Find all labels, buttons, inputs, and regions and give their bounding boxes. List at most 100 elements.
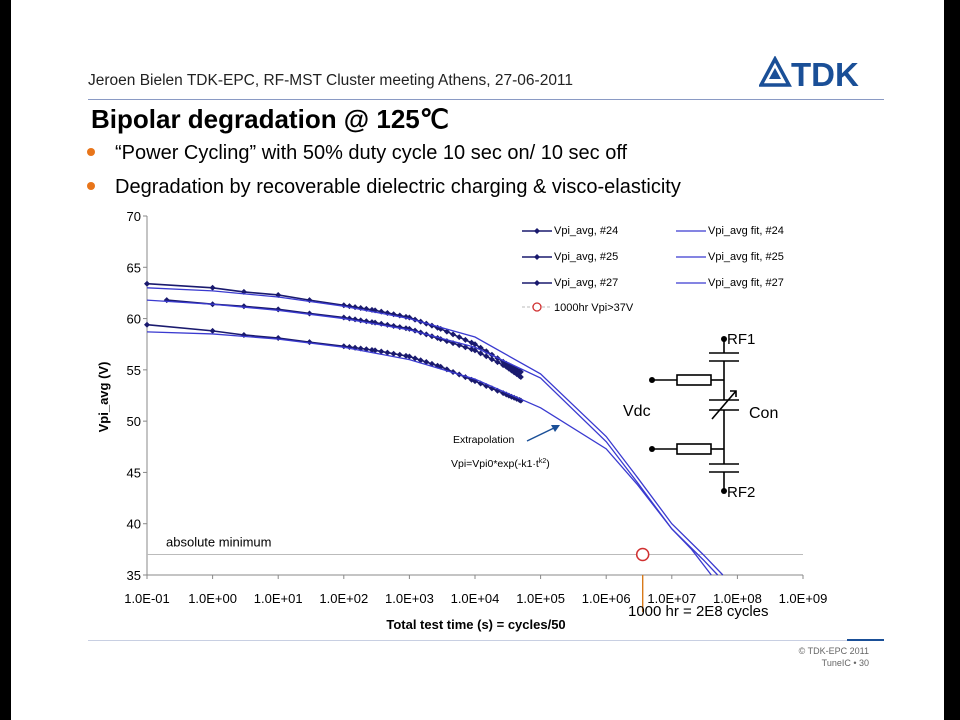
data-point	[472, 341, 478, 348]
data-point	[417, 357, 424, 364]
chart-legend: Vpi_avg, #24 Vpi_avg fit, #24 Vpi_avg, #25…	[522, 225, 784, 314]
fit-line-3	[146, 287, 724, 576]
fit-line-5	[146, 331, 712, 576]
circuit-rf1-label: RF1	[727, 331, 755, 348]
x-tick-label: 1.0E+01	[254, 591, 303, 606]
legend-marker	[534, 228, 540, 234]
extrapolation-formula: Vpi=Vpi0*exp(-k1·tk2)	[451, 458, 550, 470]
data-point	[472, 347, 478, 354]
circuit-con-label: Con	[749, 405, 778, 422]
data-point	[240, 303, 247, 310]
series-layer	[144, 280, 724, 612]
data-point	[144, 280, 150, 287]
circuit-rf2-label: RF2	[727, 484, 755, 501]
legend-label: Vpi_avg fit, #27	[708, 277, 784, 289]
x-axis: 1.0E-01 1.0E+00 1.0E+01 1.0E+02 1.0E+03 1.0E+…	[124, 575, 827, 606]
header-rule	[88, 99, 884, 100]
target-point	[635, 547, 650, 562]
data-point	[275, 335, 282, 342]
data-point	[378, 348, 385, 355]
legend-marker	[534, 280, 540, 286]
legend-label: Vpi_avg, #24	[554, 225, 618, 237]
y-tick-label: 45	[127, 465, 141, 480]
x-tick-label: 1.0E+03	[385, 591, 434, 606]
tdk-logo: TDK	[758, 55, 887, 97]
y-tick-label: 70	[127, 209, 141, 224]
data-point	[372, 347, 379, 354]
x-axis-label: Total test time (s) = cycles/50	[386, 617, 565, 632]
data-point	[144, 321, 150, 328]
data-point	[483, 353, 490, 360]
data-point	[390, 350, 397, 357]
data-point	[456, 334, 463, 341]
data-point	[412, 355, 419, 362]
data-point	[511, 394, 518, 401]
footer-rule-accent	[847, 639, 884, 641]
extrapolation-label: Extrapolation	[453, 434, 514, 446]
x-tick-label: 1.0E-01	[124, 591, 170, 606]
data-point	[396, 351, 403, 358]
data-point	[488, 356, 495, 363]
data-line-0	[146, 282, 522, 373]
x-tick-label: 1.0E+08	[713, 591, 762, 606]
legend-label: 1000hr Vpi>37V	[554, 302, 634, 314]
footer-copyright: © TDK-EPC 2011	[798, 646, 869, 656]
logo-text: TDK	[791, 56, 859, 92]
data-point	[275, 306, 282, 313]
data-point	[406, 353, 413, 360]
data-point	[384, 349, 391, 356]
data-point	[346, 315, 353, 322]
y-tick-label: 60	[127, 312, 141, 327]
annotations: Extrapolation Vpi=Vpi0*exp(-k1·tk2) 1000…	[451, 425, 769, 620]
x-tick-label: 1.0E+07	[647, 591, 696, 606]
page-title: Bipolar degradation @ 125℃	[91, 104, 449, 134]
y-tick-label: 40	[127, 517, 141, 532]
x-tick-label: 1.0E+05	[516, 591, 565, 606]
meeting-header: Jeroen Bielen TDK-EPC, RF-MST Cluster me…	[88, 72, 574, 89]
data-point	[511, 369, 518, 376]
plot-frame	[146, 216, 803, 576]
data-point	[517, 374, 524, 381]
legend-label: Vpi_avg, #25	[554, 251, 618, 263]
extrapolation-arrowhead	[551, 425, 560, 432]
extrapolation-arrow	[526, 426, 557, 442]
data-point	[340, 314, 347, 321]
footer-page-number: TuneIC • 30	[821, 658, 869, 668]
data-point	[462, 336, 469, 343]
data-point	[450, 331, 457, 338]
bullet-marker	[87, 182, 95, 190]
y-tick-label: 55	[127, 363, 141, 378]
y-tick-label: 35	[127, 568, 141, 583]
data-point	[340, 343, 347, 350]
bullet-2: Degradation by recoverable dielectric ch…	[115, 176, 681, 198]
data-line-2	[146, 323, 522, 402]
data-point	[494, 359, 501, 366]
data-point	[163, 297, 170, 304]
circuit-vdc-label: Vdc	[623, 403, 651, 420]
circuit-diagram: RF1 Vdc Con RF2	[623, 331, 778, 501]
y-tick-label: 50	[127, 414, 141, 429]
x-tick-label: 1.0E+02	[319, 591, 368, 606]
legend-label: Vpi_avg fit, #24	[708, 225, 784, 237]
x-tick-label: 1.0E+04	[451, 591, 500, 606]
x-tick-label: 1.0E+09	[779, 591, 828, 606]
data-line-1	[166, 299, 522, 378]
bullet-marker	[87, 148, 95, 156]
reference-lines: absolute minimum	[147, 534, 803, 555]
bullet-1: “Power Cycling” with 50% duty cycle 10 s…	[115, 142, 628, 164]
legend-marker	[534, 254, 540, 260]
y-tick-label: 65	[127, 260, 141, 275]
data-point	[477, 350, 484, 357]
tdk-logo-mark: TDK	[758, 55, 859, 93]
x-tick-label: 1.0E+00	[188, 591, 237, 606]
legend-label: Vpi_avg, #27	[554, 277, 618, 289]
data-point	[209, 284, 216, 291]
data-point	[209, 327, 216, 334]
slide: Jeroen Bielen TDK-EPC, RF-MST Cluster me…	[11, 0, 944, 720]
legend-label: Vpi_avg fit, #25	[708, 251, 784, 263]
x-tick-label: 1.0E+06	[582, 591, 631, 606]
legend-marker	[532, 302, 542, 312]
y-axis: 35 40 45 50 55 60 65 70	[127, 209, 147, 583]
data-point	[340, 302, 347, 309]
